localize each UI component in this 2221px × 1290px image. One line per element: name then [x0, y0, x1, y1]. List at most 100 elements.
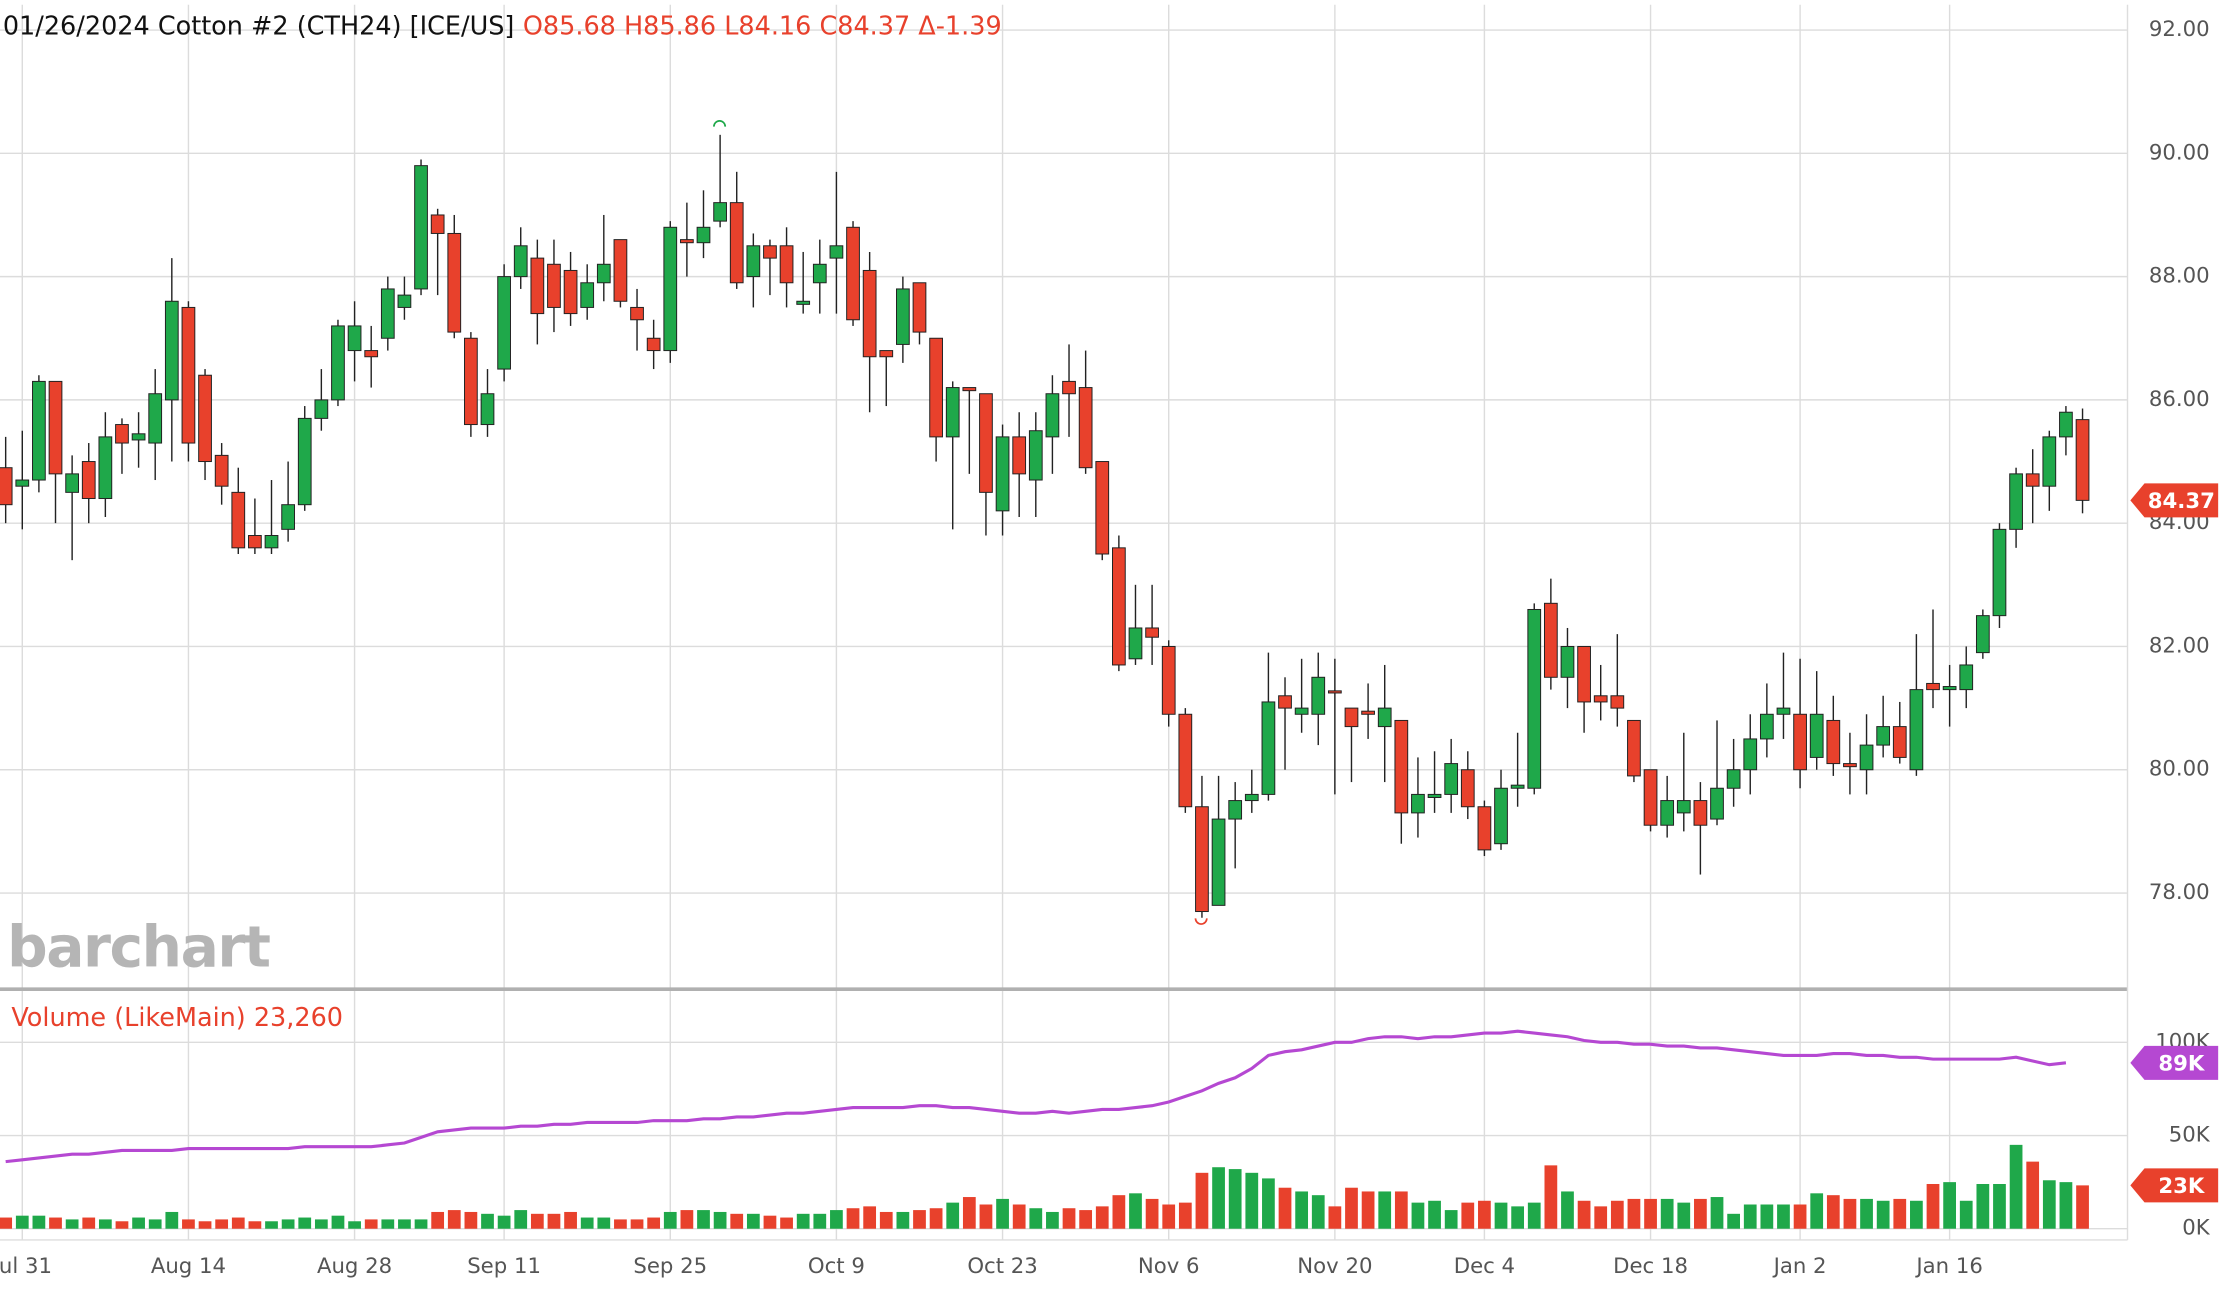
volume-bar — [1212, 1167, 1225, 1229]
candle-body — [812, 263, 827, 284]
candle-body — [729, 202, 744, 284]
volume-bar — [1311, 1195, 1325, 1229]
volume-bar — [1976, 1183, 1990, 1229]
x-tick-label: Jan 16 — [1914, 1254, 1983, 1279]
candle-body — [198, 374, 212, 463]
volume-bar — [1910, 1200, 1923, 1229]
volume-bar — [796, 1213, 810, 1229]
candle-body — [1311, 676, 1326, 715]
x-tick-label: Jul 31 — [0, 1254, 52, 1279]
candle-body — [1394, 719, 1409, 814]
volume-bar — [962, 1197, 976, 1229]
candle-body — [1444, 763, 1459, 795]
candle-body — [81, 461, 96, 500]
volume-average-line — [5, 1029, 2067, 1164]
candle-body — [1128, 627, 1143, 660]
y-tick-label: 78.00 — [2149, 880, 2210, 905]
candle-body — [979, 393, 993, 493]
volume-bar — [1112, 1195, 1126, 1229]
candle-body — [447, 232, 462, 333]
candle-body — [862, 269, 877, 358]
candle-body — [1992, 528, 2007, 617]
candle-body — [1028, 430, 1043, 481]
volume-bar — [1012, 1204, 1026, 1229]
x-tick-label: Nov 6 — [1138, 1254, 1200, 1279]
volume-bar — [996, 1198, 1009, 1229]
candle-body — [1577, 645, 1591, 703]
header-title: 01/26/2024 Cotton #2 (CTH24) [ICE/US] — [3, 11, 515, 41]
candle-body — [32, 380, 46, 481]
candle-body — [779, 245, 794, 284]
candle-body — [1510, 784, 1525, 789]
volume-bar — [1428, 1200, 1441, 1229]
volume-bar — [1660, 1198, 1674, 1229]
volume-bar — [165, 1211, 179, 1229]
volume-bar — [364, 1219, 378, 1229]
y-tick-label: 88.00 — [2149, 264, 2210, 289]
axes: 78.0080.0082.0084.0086.0088.0090.0092.00… — [0, 17, 2219, 1279]
volume-badge-bg — [2130, 1168, 2219, 1203]
volume-bar — [913, 1210, 926, 1229]
volume-bar — [547, 1213, 561, 1229]
candle-body — [248, 535, 262, 549]
volume-bar — [1777, 1204, 1790, 1229]
candle-body — [231, 491, 246, 549]
volume-bar — [265, 1221, 278, 1229]
candle-body — [1627, 719, 1641, 777]
volume-bar — [780, 1217, 793, 1229]
candle-body — [2009, 473, 2023, 530]
y-tick-label: 86.00 — [2149, 387, 2210, 412]
candle-body — [364, 350, 379, 358]
volume-bar — [1943, 1182, 1956, 1229]
candle-body — [2059, 411, 2073, 438]
candle-body — [1793, 713, 1807, 771]
volume-bar — [1644, 1198, 1657, 1229]
volume-bar — [929, 1208, 943, 1229]
candle-body — [1759, 713, 1774, 740]
volume-bar — [1411, 1202, 1425, 1229]
candle-body — [15, 479, 30, 487]
candle-body — [1344, 707, 1359, 728]
candle-body — [1809, 713, 1824, 758]
x-tick-label: Dec 4 — [1454, 1254, 1515, 1279]
volume-bar — [2059, 1182, 2073, 1229]
volume-bar — [1394, 1191, 1408, 1229]
candle-body — [131, 433, 146, 441]
candle-body — [1161, 645, 1176, 715]
volume-bar — [1046, 1211, 1059, 1229]
candle-body — [2075, 419, 2090, 501]
volume-bar — [630, 1219, 644, 1229]
volume-bar — [530, 1213, 544, 1229]
x-tick-label: Sep 25 — [633, 1254, 707, 1279]
volume-bar — [1079, 1210, 1093, 1229]
y-tick-label: 80.00 — [2149, 757, 2210, 782]
candle-body — [430, 214, 445, 234]
volume-bar — [215, 1219, 229, 1229]
volume-bar — [1694, 1198, 1707, 1229]
candle-body — [896, 288, 910, 345]
candle-body — [945, 387, 960, 438]
volume-bar — [348, 1221, 361, 1229]
candle-body — [796, 300, 811, 305]
candle-body — [1377, 707, 1392, 728]
volume-bar — [564, 1211, 577, 1229]
candle-body — [1411, 793, 1425, 814]
volume-bar — [447, 1210, 461, 1229]
candle-body — [1178, 713, 1193, 808]
high-marker — [713, 120, 727, 127]
candle-body — [1062, 380, 1076, 395]
candle-body — [995, 436, 1010, 512]
candle-body — [613, 239, 628, 302]
volume-bar — [248, 1221, 262, 1229]
header-quote: O85.68 H85.86 L84.16 C84.37 Δ-1.39 — [523, 11, 1002, 41]
candle-body — [2042, 436, 2057, 487]
volume-bar — [1677, 1202, 1691, 1229]
volume-bar — [65, 1219, 79, 1229]
y-tick-label: 82.00 — [2149, 633, 2210, 658]
candle-body — [630, 306, 644, 321]
candle-body — [1909, 689, 1924, 771]
candle-body — [1211, 818, 1226, 906]
candle-body — [281, 504, 295, 530]
candle-body — [1593, 695, 1608, 703]
volume-bar — [182, 1219, 195, 1229]
